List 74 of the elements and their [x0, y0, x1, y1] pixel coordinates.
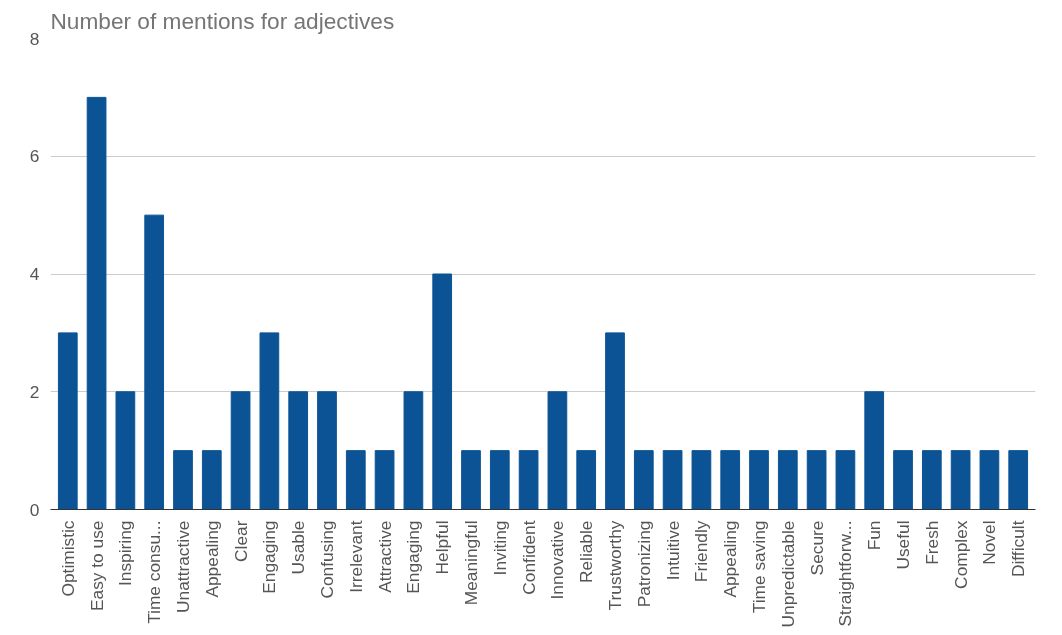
- bar: [432, 273, 453, 510]
- bar: [576, 450, 597, 510]
- x-tick-label: Difficult: [1008, 520, 1029, 577]
- bar: [144, 214, 165, 510]
- bar: [374, 450, 395, 510]
- x-tick-label: Unattractive: [172, 520, 193, 613]
- bar: [230, 391, 251, 510]
- bar: [518, 450, 539, 510]
- bar: [115, 391, 136, 510]
- bar: [547, 391, 568, 510]
- bar: [57, 332, 78, 510]
- x-tick-label: Usable: [288, 520, 309, 575]
- x-tick-label: Secure: [806, 520, 827, 576]
- x-tick-label: Time saving: [749, 520, 770, 614]
- bar: [173, 450, 193, 510]
- x-tick-label: Clear: [230, 520, 251, 562]
- x-tick-label: Intuitive: [662, 520, 683, 581]
- bar: [950, 450, 971, 510]
- x-tick-label: Confident: [518, 520, 539, 595]
- y-tick-label: 0: [29, 499, 40, 520]
- x-tick-label: Confusing: [316, 520, 337, 599]
- x-tick-label: Appealing: [720, 520, 741, 598]
- bar: [691, 450, 712, 510]
- x-tick-label: Complex: [950, 520, 971, 589]
- bar: [86, 96, 107, 510]
- y-tick-label: 2: [29, 381, 40, 402]
- x-tick-label: Optimistic: [57, 520, 78, 597]
- bar: [921, 450, 942, 510]
- x-tick-label: Engaging: [403, 520, 424, 594]
- x-tick-label: Patronizing: [633, 520, 654, 608]
- x-tick-label: Straightforw...: [835, 520, 856, 627]
- bar: [893, 450, 913, 510]
- bar: [720, 450, 741, 510]
- bar: [1008, 450, 1029, 510]
- x-tick-label: Fresh: [921, 520, 942, 565]
- x-tick-label: Meaningful: [461, 520, 481, 606]
- x-tick-label: Useful: [893, 520, 914, 570]
- chart-title: Number of mentions for adjectives: [50, 7, 395, 34]
- x-tick-label: Easy to use: [86, 520, 107, 612]
- x-tick-label: Irrelevant: [345, 520, 366, 593]
- bar: [806, 450, 827, 510]
- x-tick-label: Novel: [979, 520, 1000, 565]
- x-tick-label: Time consu...: [144, 520, 165, 624]
- bar: [777, 450, 798, 510]
- x-tick-label: Attractive: [374, 520, 395, 593]
- x-tick-label: Trustworthy: [605, 520, 625, 611]
- x-tick-label: Fun: [864, 520, 885, 551]
- x-tick-label: Unpredictable: [777, 520, 798, 628]
- y-tick-label: 4: [29, 264, 40, 284]
- x-tick-label: Reliable: [576, 520, 597, 584]
- bar: [749, 450, 769, 510]
- bar: [605, 332, 625, 510]
- bar: [259, 332, 280, 510]
- bar: [864, 391, 885, 510]
- bar: [288, 391, 309, 510]
- bar: [979, 450, 1000, 510]
- x-tick-label: Appealing: [201, 520, 222, 598]
- bar: [633, 450, 654, 510]
- bar: [317, 391, 337, 510]
- bar: [403, 391, 424, 510]
- x-tick-label: Engaging: [259, 520, 280, 594]
- x-tick-label: Inspiring: [115, 520, 136, 586]
- bar: [835, 450, 856, 510]
- bar: [489, 450, 510, 510]
- bar: [345, 450, 366, 510]
- x-tick-label: Helpful: [432, 520, 453, 575]
- x-tick-label: Friendly: [691, 520, 712, 583]
- y-tick-label: 8: [29, 28, 40, 49]
- y-tick-label: 6: [29, 146, 40, 167]
- bar: [201, 450, 222, 510]
- x-tick-label: Inviting: [489, 520, 510, 576]
- bar: [662, 450, 683, 510]
- bar: [461, 450, 481, 510]
- x-tick-label: Innovative: [547, 520, 568, 600]
